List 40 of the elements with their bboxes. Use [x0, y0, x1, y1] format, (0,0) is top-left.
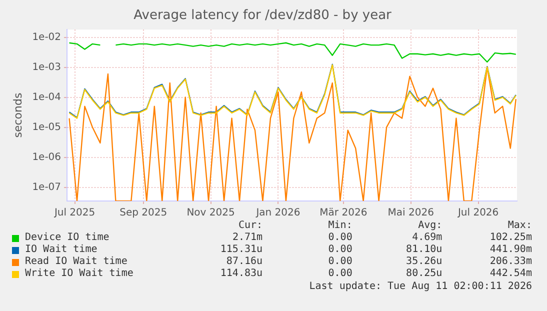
text: 4.69m — [411, 232, 442, 244]
text: Cur: — [237, 220, 263, 232]
x-tick-label: Nov 2025 — [186, 208, 235, 219]
legend-label: Device IO time — [25, 232, 110, 244]
text: 206.33m — [488, 256, 532, 268]
x-tick-label: Jan 2026 — [255, 208, 300, 219]
text: Min: — [327, 220, 352, 232]
text: 0.00 — [327, 232, 352, 244]
text: 87.16u — [225, 256, 263, 268]
text: 0.00 — [327, 256, 352, 268]
legend-label: Read IO Wait time — [25, 256, 128, 268]
x-tick-label: Jul 2025 — [53, 208, 96, 219]
x-tick-label: Sep 2025 — [120, 208, 168, 219]
x-tick-label: Jul 2026 — [456, 208, 499, 219]
text: Avg: — [417, 220, 442, 232]
y-tick-label: 1e-05 — [32, 122, 62, 133]
text: 80.25u — [405, 268, 442, 280]
text: 114.83u — [219, 268, 263, 280]
x-tick-label: Mär 2026 — [320, 208, 368, 219]
text: 441.90m — [488, 244, 532, 256]
text: 442.54m — [488, 268, 532, 280]
y-tick-label: 1e-03 — [32, 62, 62, 73]
text: Max: — [506, 220, 532, 232]
text: 35.26u — [405, 256, 442, 268]
y-tick-label: 1e-07 — [32, 182, 62, 193]
text: 115.31u — [219, 244, 263, 256]
y-tick-label: 1e-02 — [32, 32, 62, 43]
text: Last update: Tue Aug 11 02:00:11 2026 — [308, 281, 532, 292]
x-tick-label: Mai 2026 — [388, 208, 434, 219]
y-tick-label: 1e-06 — [32, 152, 62, 163]
legend-label: IO Wait time — [25, 244, 98, 256]
text: 81.10u — [405, 244, 442, 256]
legend-label: Write IO Wait time — [25, 268, 134, 280]
y-tick-label: 1e-04 — [32, 92, 62, 103]
text: 0.00 — [327, 268, 352, 280]
chart-title: Average latency for /dev/zd80 - by year — [134, 8, 392, 24]
text: 102.25m — [488, 232, 532, 244]
text: 2.71m — [231, 232, 263, 244]
y-axis-title: seconds — [11, 92, 24, 138]
text: 0.00 — [327, 244, 352, 256]
